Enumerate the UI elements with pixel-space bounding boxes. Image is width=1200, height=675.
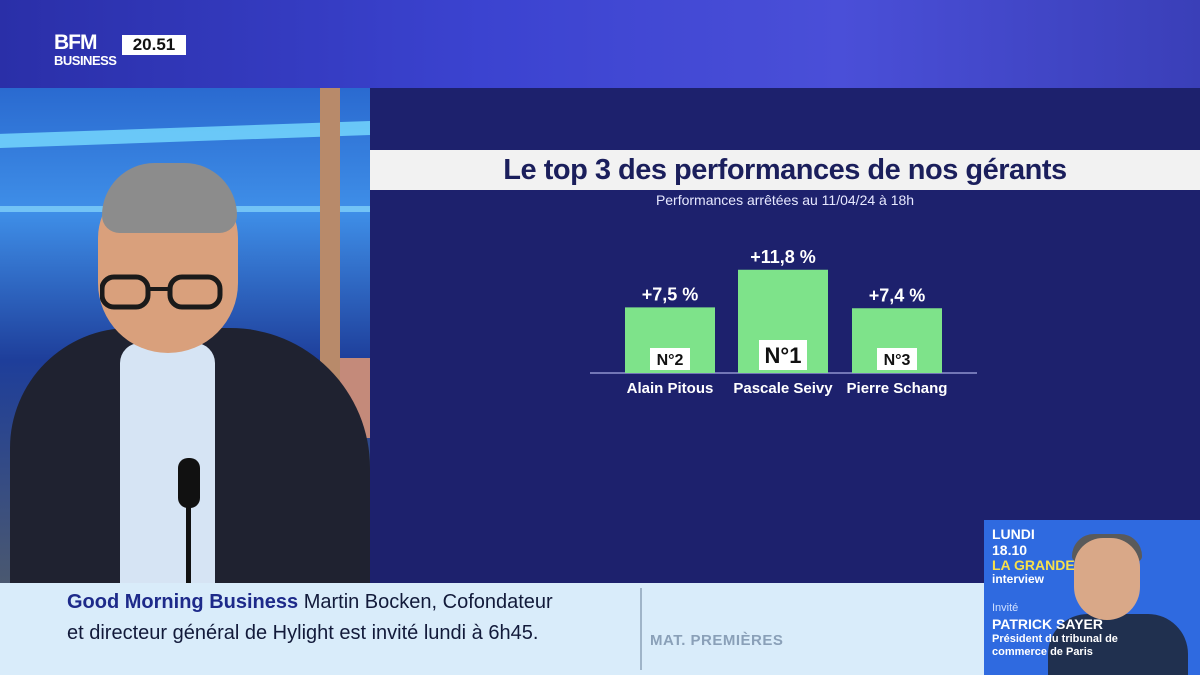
rank-label: N°3 [884,352,911,369]
guest-photo-body [1048,614,1188,675]
rank-badge [877,348,917,370]
studio-light-strip [0,120,370,150]
category-label: Pascale Seivy [733,380,833,397]
rank-label: N°2 [657,352,684,369]
logo-business-text: BUSINESS [54,53,117,68]
promo-title-line2: interview [992,572,1045,586]
microphone-stand [186,503,191,583]
chart-subtitle: Performances arrêtées au 11/04/24 à 18h [655,192,915,208]
bfm-business-logo: BFM BUSINESS [54,31,122,75]
glasses-icon [100,274,223,310]
ticker-line-2: et directeur général de Hylight est invi… [67,622,539,644]
microphone-icon [178,458,200,508]
chart-title: Le top 3 des performances de nos gérants [503,154,1067,186]
logo-bfm-text: BFM [54,31,98,54]
ticker-headline-part1: Martin Bocken, Cofondateur [303,591,553,613]
studio-pillar [320,88,340,388]
promo-guest-role: Président du tribunal de commerce de Par… [992,633,1118,658]
promo-invite-label: Invité [992,602,1019,614]
promo-guest-name: PATRICK SAYER [992,616,1103,632]
broadcast-clock: 20.51 [122,35,186,55]
guest-photo-head [1074,538,1140,620]
performance-bar-chart: +7,5 % N°2 Alain Pitous +11,8 % N°1 Pascale S… [590,247,977,397]
promo-date: 18.10 [992,542,1028,558]
chart-panel: Le top 3 des performances de nos gérants… [370,88,1200,583]
title-bar: Le top 3 des performances de nos gérants [370,150,1200,190]
ticker-show-name: Good Morning Business [67,591,299,613]
rank-label: N°1 [765,343,802,368]
ticker-line-1: Good Morning Business Martin Bocken, Cof… [67,591,637,614]
top-band [0,0,1200,88]
bar-value-label: +7,5 % [642,284,699,304]
presenter-hair [102,163,237,233]
category-label: Alain Pitous [627,380,714,397]
bar-value-label: +11,8 % [750,247,816,267]
bar-value-label: +7,4 % [869,285,926,305]
rank-badge [759,340,807,370]
ticker-divider [640,588,642,670]
ticker-tag: MAT. PREMIÈRES [650,632,784,649]
interview-promo: LUNDI 18.10 LA GRANDE interview Invité P… [984,520,1200,675]
category-label: Pierre Schang [847,380,948,397]
promo-title-line1: LA GRANDE [992,557,1075,573]
presenter-shirt [120,343,215,583]
promo-day: LUNDI [992,526,1035,542]
rank-badge [650,348,690,370]
studio-video-feed [0,88,370,583]
